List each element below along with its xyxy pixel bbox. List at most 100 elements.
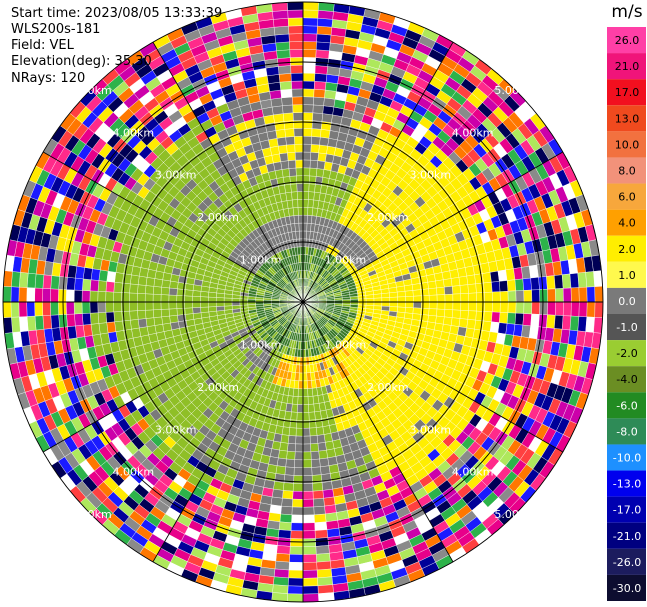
velocity-gate xyxy=(286,450,296,460)
velocity-gate xyxy=(161,279,171,289)
velocity-gate xyxy=(302,467,313,476)
velocity-gate xyxy=(129,283,139,294)
velocity-gate xyxy=(290,183,298,193)
velocity-gate xyxy=(160,308,170,318)
velocity-gate xyxy=(34,315,45,331)
velocity-gate xyxy=(184,289,194,297)
velocity-gate xyxy=(302,483,314,492)
velocity-gate xyxy=(292,207,299,216)
range-ring-label: 2.00km xyxy=(367,211,409,224)
velocity-gate xyxy=(292,96,304,106)
velocity-gate xyxy=(278,529,292,539)
colorbar-tick-label: 4.0 xyxy=(618,217,636,230)
velocity-gate xyxy=(73,301,83,315)
velocity-gate xyxy=(312,112,323,122)
velocity-gate xyxy=(292,483,304,492)
velocity-rays xyxy=(2,1,604,603)
velocity-gate xyxy=(302,498,314,508)
velocity-gate xyxy=(282,104,294,114)
velocity-gate xyxy=(427,280,437,289)
velocity-gate xyxy=(381,297,391,303)
velocity-gate xyxy=(200,301,209,308)
velocity-gate xyxy=(294,451,304,461)
velocity-gate xyxy=(412,289,422,297)
velocity-gate xyxy=(287,435,297,445)
velocity-gate xyxy=(389,296,398,303)
colorbar-tick-label: -6.0 xyxy=(616,399,637,412)
colorbar-tick-label: 26.0 xyxy=(615,34,640,47)
velocity-gate xyxy=(280,505,293,516)
velocity-gate xyxy=(310,152,319,161)
velocity-gate xyxy=(299,364,304,374)
velocity-gate xyxy=(11,271,21,288)
velocity-gate xyxy=(309,427,318,437)
range-ring-label: 5.00km xyxy=(70,508,112,521)
velocity-gate xyxy=(74,277,84,291)
velocity-gate xyxy=(302,1,319,11)
velocity-gate xyxy=(514,312,524,326)
velocity-gate xyxy=(450,317,461,327)
velocity-gate xyxy=(302,72,316,82)
velocity-gate xyxy=(302,167,311,177)
range-ring-label: 5.00km xyxy=(494,84,536,97)
velocity-gate xyxy=(594,286,604,303)
velocity-gate xyxy=(284,128,295,138)
instrument-label: WLS200s-181 xyxy=(11,22,101,37)
velocity-gate xyxy=(313,505,326,516)
velocity-gate xyxy=(323,433,333,443)
velocity-gate xyxy=(279,442,289,452)
colorbar-tick-label: -21.0 xyxy=(613,530,641,543)
velocity-gate xyxy=(458,318,469,329)
velocity-gate xyxy=(34,287,44,303)
velocity-gate xyxy=(273,25,290,36)
velocity-gate xyxy=(58,301,67,315)
velocity-gate xyxy=(81,301,91,314)
velocity-gate xyxy=(185,313,195,321)
velocity-gate xyxy=(97,280,107,292)
velocity-gate xyxy=(546,275,556,290)
velocity-gate xyxy=(460,293,469,303)
velocity-gate xyxy=(239,301,248,306)
velocity-gate xyxy=(2,301,12,318)
velocity-gate xyxy=(290,57,304,66)
velocity-gate xyxy=(312,490,324,500)
velocity-gate xyxy=(316,568,333,579)
velocity-gate xyxy=(276,545,291,555)
velocity-gate xyxy=(305,356,310,366)
velocity-gate xyxy=(316,560,332,571)
velocity-gate xyxy=(208,306,217,313)
velocity-gate xyxy=(286,144,296,154)
velocity-gate xyxy=(273,576,289,587)
velocity-gate xyxy=(144,293,154,303)
velocity-gate xyxy=(436,294,446,303)
velocity-gate xyxy=(507,301,517,314)
velocity-gate xyxy=(153,309,162,318)
velocity-gate xyxy=(295,230,300,240)
velocity-gate xyxy=(296,238,301,248)
velocity-gate xyxy=(313,81,327,91)
velocity-gate xyxy=(547,301,556,316)
velocity-gate xyxy=(320,465,331,475)
velocity-gate xyxy=(287,9,304,19)
velocity-gate xyxy=(412,307,422,315)
colorbar-tick-label: -17.0 xyxy=(613,504,641,517)
velocity-gate xyxy=(569,272,580,289)
velocity-gate xyxy=(290,411,298,421)
velocity-gate xyxy=(184,307,194,315)
velocity-gate xyxy=(314,73,328,83)
velocity-gate xyxy=(280,160,290,170)
colorbar-tick-label: 1.0 xyxy=(618,269,636,282)
range-ring-label: 3.00km xyxy=(409,169,451,182)
velocity-gate xyxy=(302,191,309,200)
velocity-gate xyxy=(275,553,290,563)
velocity-gate xyxy=(310,144,320,154)
velocity-gate xyxy=(466,319,476,330)
velocity-gate xyxy=(323,496,336,507)
velocity-gate xyxy=(317,576,333,587)
range-ring-label: 5.00km xyxy=(494,508,536,521)
velocity-gate xyxy=(289,554,304,563)
velocity-gate xyxy=(320,129,331,139)
range-ring-label: 2.00km xyxy=(197,381,239,394)
velocity-gate xyxy=(306,372,312,382)
